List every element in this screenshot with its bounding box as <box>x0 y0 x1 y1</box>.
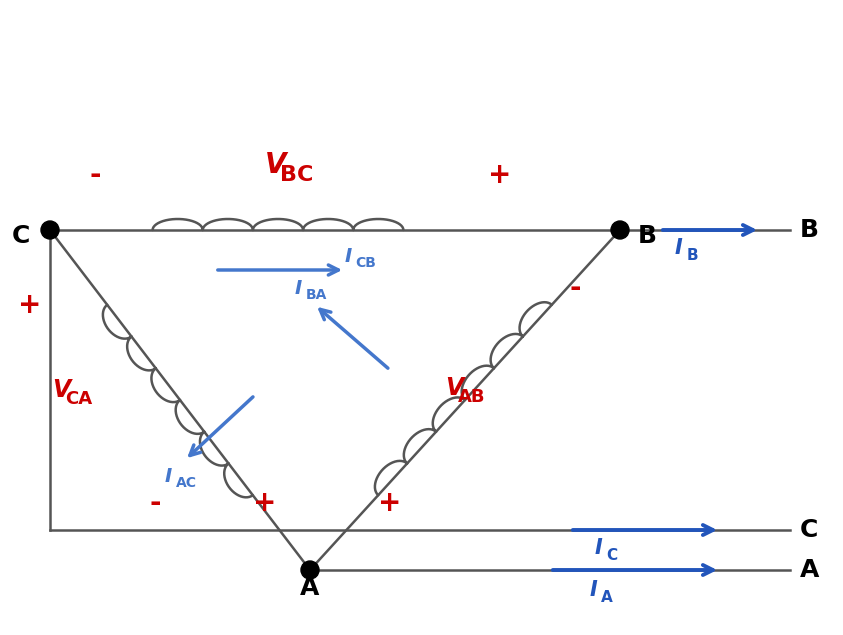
Text: C: C <box>606 548 617 563</box>
Text: C: C <box>12 224 30 248</box>
Text: BC: BC <box>280 165 314 185</box>
Text: I: I <box>165 467 172 486</box>
Text: V: V <box>265 151 287 179</box>
Text: I: I <box>595 538 603 558</box>
Text: C: C <box>800 518 819 542</box>
Text: +: + <box>19 291 41 319</box>
Text: +: + <box>488 161 512 189</box>
Text: CB: CB <box>356 256 376 270</box>
Text: +: + <box>379 489 401 517</box>
Text: -: - <box>149 489 161 517</box>
Text: -: - <box>89 161 101 189</box>
Text: B: B <box>686 248 698 263</box>
Text: B: B <box>638 224 657 248</box>
Text: I: I <box>295 279 303 298</box>
Text: V: V <box>52 378 70 402</box>
Text: I: I <box>345 246 352 265</box>
Text: +: + <box>253 489 277 517</box>
Text: CA: CA <box>65 389 92 408</box>
Text: I: I <box>590 580 598 600</box>
Circle shape <box>41 221 59 239</box>
Text: A: A <box>601 590 613 605</box>
Text: B: B <box>800 218 819 242</box>
Text: A: A <box>300 576 319 600</box>
Text: -: - <box>569 274 581 302</box>
Text: AB: AB <box>458 387 486 406</box>
Text: A: A <box>800 558 819 582</box>
Circle shape <box>301 561 319 579</box>
Text: BA: BA <box>305 288 327 302</box>
Text: AC: AC <box>175 476 196 490</box>
Text: I: I <box>675 238 683 258</box>
Circle shape <box>611 221 629 239</box>
Text: V: V <box>445 376 464 400</box>
